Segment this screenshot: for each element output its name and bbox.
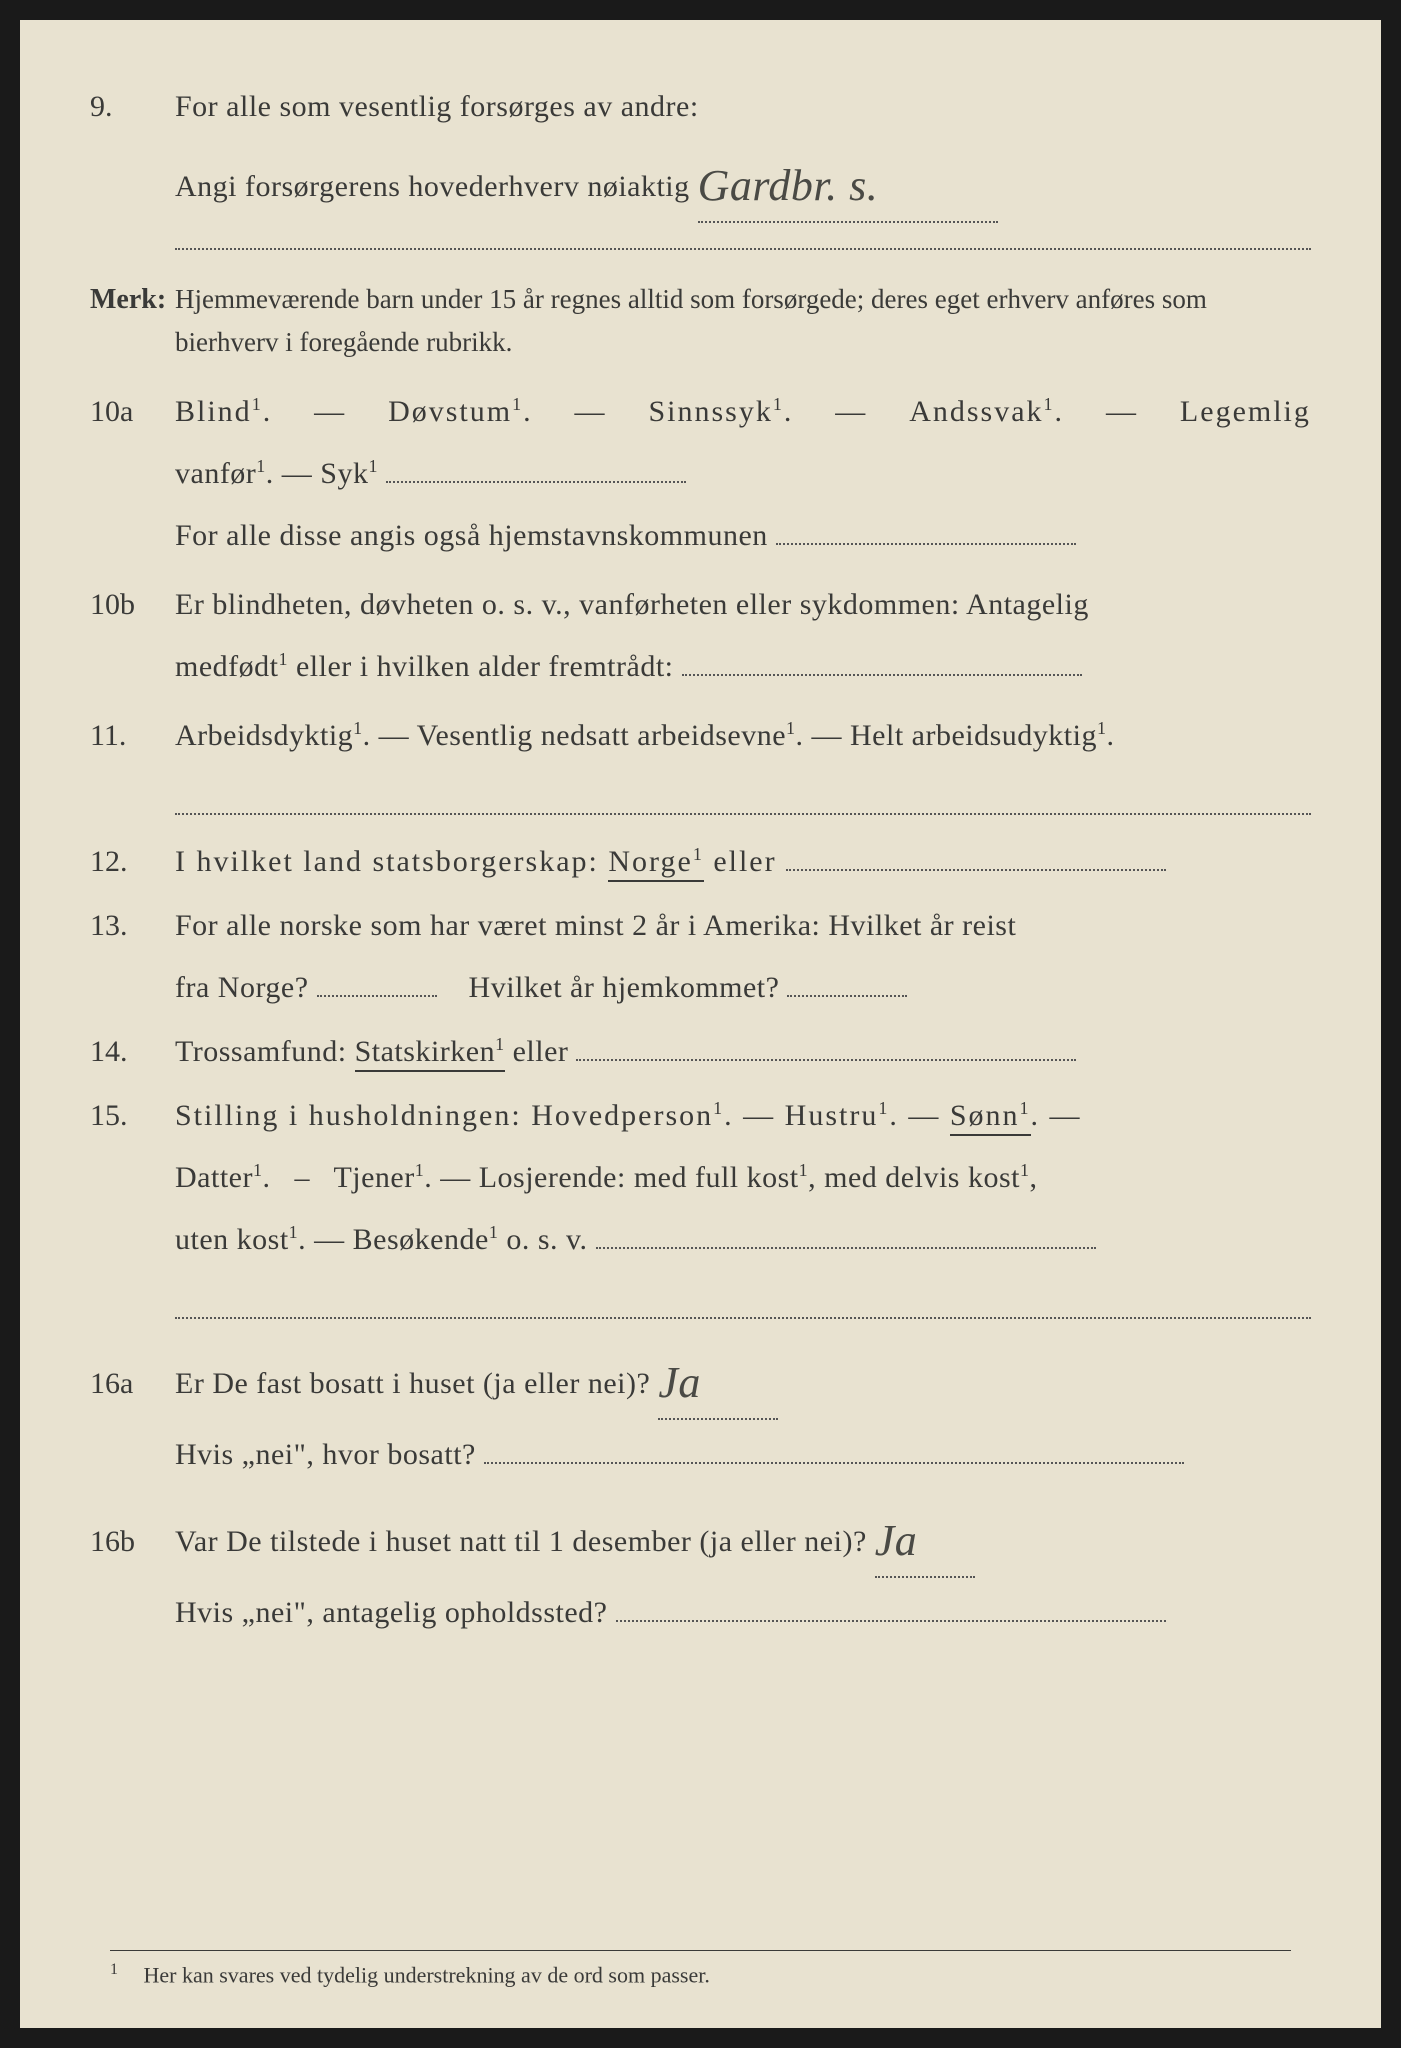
q15-text1a: Stilling i husholdningen: Hovedperson: [175, 1099, 713, 1132]
q13-number: 13.: [90, 899, 175, 953]
q9-number: 9.: [90, 80, 175, 134]
q16b-text2: Hvis „nei", antagelig opholdssted?: [175, 1596, 608, 1629]
q11-opt3: Helt arbeidsudyktig: [850, 719, 1097, 752]
q16b-text1: Var De tilstede i huset natt til 1 desem…: [175, 1525, 867, 1558]
q15-hustru: Hustru: [785, 1099, 879, 1132]
divider-1: [175, 248, 1311, 250]
q15-number: 15.: [90, 1089, 175, 1143]
q14-row: 14. Trossamfund: Statskirken1 eller: [90, 1025, 1311, 1079]
merk-label: Merk:: [90, 275, 175, 325]
q9-line1: 9. For alle som vesentlig forsørges av a…: [90, 80, 1311, 134]
q12-fill: [786, 869, 1166, 871]
q16a-fill1: Ja: [658, 1339, 778, 1420]
q16a-line1: 16a Er De fast bosatt i huset (ja eller …: [90, 1339, 1311, 1420]
q9-fill: Gardbr. s.: [698, 142, 998, 223]
q15-delvis: med delvis kost: [824, 1161, 1020, 1194]
q10a-fill2: [776, 543, 1076, 545]
q15-uten: uten kost: [175, 1223, 289, 1256]
q16b-handwritten-value: Ja: [875, 1516, 918, 1565]
q10a-opt5: Legemlig: [1180, 385, 1311, 439]
q13-line1: 13. For alle norske som har været minst …: [90, 899, 1311, 953]
q13-text2a: fra Norge?: [175, 971, 309, 1004]
q10a-line1: 10a Blind1. — Døvstum1. — Sinnssyk1. — A…: [90, 385, 1311, 439]
q16b-line2: Hvis „nei", antagelig opholdssted?: [90, 1586, 1311, 1640]
q12-text-a: I hvilket land statsborgerskap:: [175, 845, 608, 878]
q13-text2b: Hvilket år hjemkommet?: [469, 971, 780, 1004]
document-page: 9. For alle som vesentlig forsørges av a…: [20, 20, 1381, 2028]
q12-text-b: eller: [713, 845, 776, 878]
q13-line2: fra Norge? Hvilket år hjemkommet?: [90, 961, 1311, 1015]
q14-text-a: Trossamfund:: [175, 1035, 355, 1068]
footnote-number: 1: [110, 1961, 118, 1978]
footnote-text: Her kan svares ved tydelig understreknin…: [144, 1962, 710, 1987]
q15-fill: [596, 1247, 1096, 1249]
q9-handwritten-value: Gardbr. s.: [698, 161, 879, 210]
q12-row: 12. I hvilket land statsborgerskap: Norg…: [90, 835, 1311, 889]
q15-sonn-underlined: Sønn1: [950, 1099, 1031, 1132]
q16a-fill2: [484, 1462, 1184, 1464]
q13-text1: For alle norske som har været minst 2 år…: [175, 899, 1311, 953]
merk-row: Merk: Hjemmeværende barn under 15 år reg…: [90, 275, 1311, 364]
q15-fill2: [175, 1287, 1311, 1319]
q10b-medfodt: medfødt: [175, 650, 278, 683]
q11-opt1: Arbeidsdyktig: [175, 719, 353, 752]
q10a-opt1: Blind: [175, 395, 252, 428]
q15-tjener: Tjener: [333, 1161, 414, 1194]
q9-line2: Angi forsørgerens hovederhverv nøiaktig …: [90, 142, 1311, 223]
q12-norge-underlined: Norge1: [608, 845, 703, 878]
q14-fill: [576, 1059, 1076, 1061]
q16a-text1: Er De fast bosatt i huset (ja eller nei)…: [175, 1367, 650, 1400]
merk-text: Hjemmeværende barn under 15 år regnes al…: [175, 278, 1311, 364]
q16a-text2: Hvis „nei", hvor bosatt?: [175, 1438, 476, 1471]
q15-besokende: Besøkende: [353, 1223, 489, 1256]
q11-number: 11.: [90, 709, 175, 763]
q14-number: 14.: [90, 1025, 175, 1079]
q15-datter: Datter: [175, 1161, 253, 1194]
q15-osv: o. s. v.: [506, 1223, 587, 1256]
q16b-fill1: Ja: [875, 1497, 975, 1578]
footnote: 1 Her kan svares ved tydelig understrekn…: [110, 1950, 1291, 1988]
q12-number: 12.: [90, 835, 175, 889]
q10b-line2: medfødt1 eller i hvilken alder fremtrådt…: [90, 640, 1311, 694]
q10a-line3: For alle disse angis også hjemstavnskomm…: [90, 509, 1311, 563]
q10a-syk: Syk: [320, 457, 368, 490]
q10a-opt3: Sinnssyk: [648, 395, 772, 428]
q10a-fill1: [386, 481, 686, 483]
q15-losjerende: Losjerende: med full kost: [479, 1161, 799, 1194]
q10b-text2b: eller i hvilken alder fremtrådt:: [296, 650, 674, 683]
q10b-line1: 10b Er blindheten, døvheten o. s. v., va…: [90, 578, 1311, 632]
q9-label2: Angi forsørgerens hovederhverv nøiaktig: [175, 170, 690, 203]
q15-line3: uten kost1. — Besøkende1 o. s. v.: [90, 1213, 1311, 1267]
q16b-line1: 16b Var De tilstede i huset natt til 1 d…: [90, 1497, 1311, 1578]
q16a-number: 16a: [90, 1357, 175, 1411]
q10a-opt2: Døvstum: [388, 395, 512, 428]
q16a-line2: Hvis „nei", hvor bosatt?: [90, 1428, 1311, 1482]
q14-text-b: eller: [513, 1035, 569, 1068]
q10a-line2: vanfør1. — Syk1: [90, 447, 1311, 501]
q11-line1: 11. Arbeidsdyktig1. — Vesentlig nedsatt …: [90, 709, 1311, 763]
q10a-vanfor: vanfør: [175, 457, 256, 490]
q11-fill: [175, 783, 1311, 815]
q13-fill1: [317, 995, 437, 997]
q11-opt2: Vesentlig nedsatt arbeidsevne: [417, 719, 786, 752]
q15-line2: Datter1. – Tjener1. — Losjerende: med fu…: [90, 1151, 1311, 1205]
q14-statskirken-underlined: Statskirken1: [355, 1035, 505, 1068]
q16a-handwritten-value: Ja: [658, 1358, 701, 1407]
q15-line1: 15. Stilling i husholdningen: Hovedperso…: [90, 1089, 1311, 1143]
q16b-fill2: [616, 1620, 1166, 1622]
q10a-opt4: Andssvak: [909, 395, 1043, 428]
q10a-text3: For alle disse angis også hjemstavnskomm…: [175, 519, 768, 552]
q13-fill2: [787, 995, 907, 997]
q10b-fill: [682, 674, 1082, 676]
q10a-number: 10a: [90, 385, 175, 439]
q10b-number: 10b: [90, 578, 175, 632]
q9-text1: For alle som vesentlig forsørges av andr…: [175, 80, 1311, 134]
q10b-text1: Er blindheten, døvheten o. s. v., vanfør…: [175, 578, 1311, 632]
q16b-number: 16b: [90, 1515, 175, 1569]
